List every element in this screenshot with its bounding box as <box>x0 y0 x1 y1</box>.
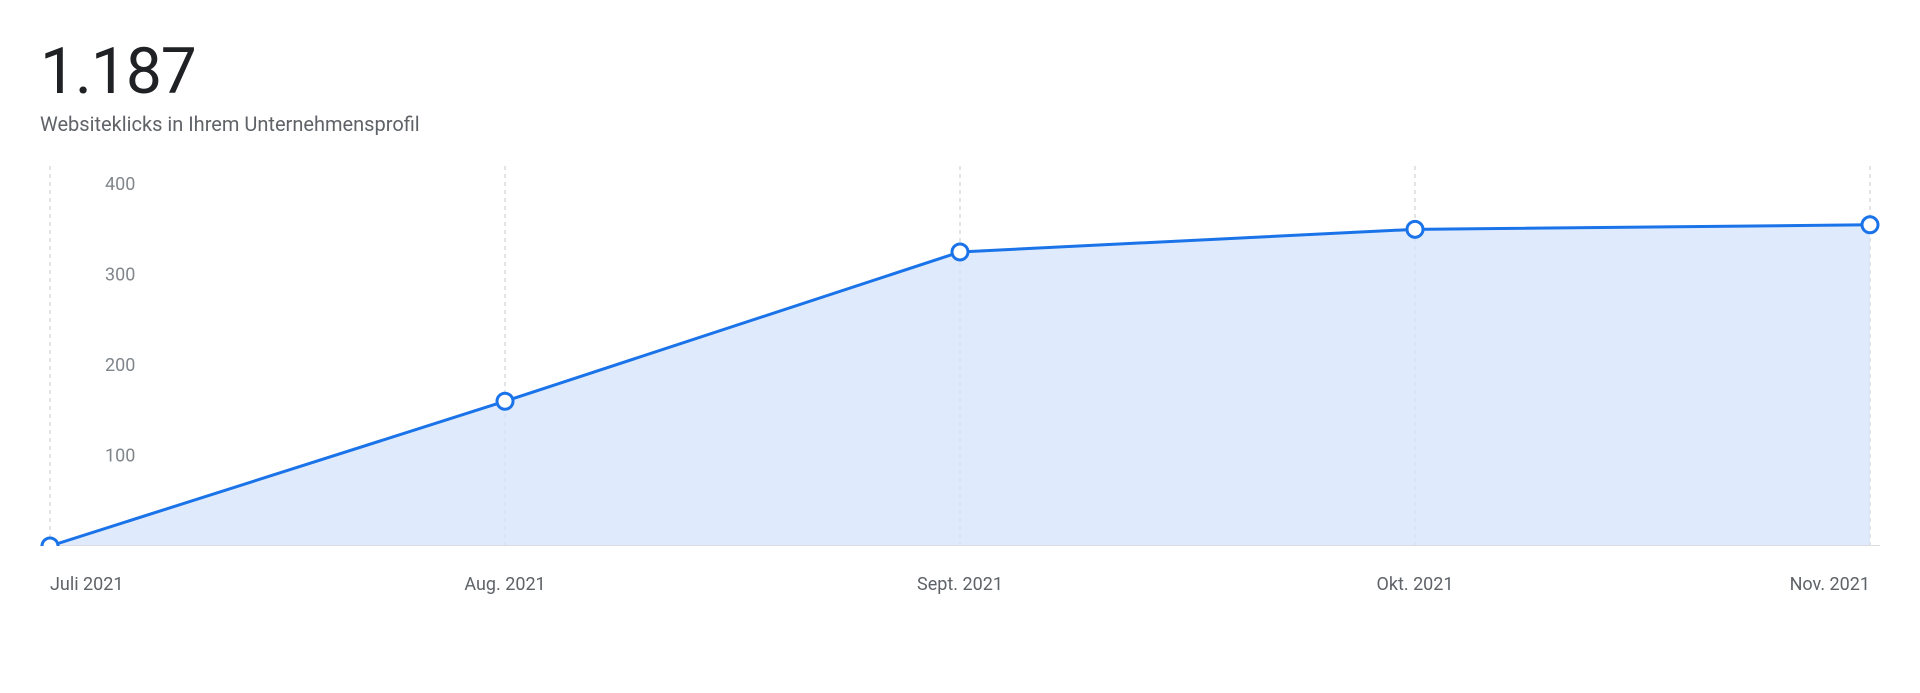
metric-value: 1.187 <box>40 40 1880 104</box>
metric-label: Websiteklicks in Ihrem Unternehmensprofi… <box>40 112 1880 136</box>
svg-text:300: 300 <box>105 265 135 286</box>
x-axis-label: Nov. 2021 <box>1790 574 1870 595</box>
svg-text:100: 100 <box>105 446 135 467</box>
chart-header: 1.187 Websiteklicks in Ihrem Unternehmen… <box>40 40 1880 136</box>
x-axis: Juli 2021 Aug. 2021 Sept. 2021 Okt. 2021 Nov… <box>40 566 1880 606</box>
line-chart-svg: 400 300 200 100 <box>40 166 1880 546</box>
svg-text:200: 200 <box>105 355 135 376</box>
x-axis-label: Aug. 2021 <box>464 574 545 595</box>
x-axis-label: Sept. 2021 <box>917 574 1003 595</box>
plot-area: 400 300 200 100 <box>40 166 1880 546</box>
x-axis-label: Juli 2021 <box>50 574 124 595</box>
x-axis-label: Okt. 2021 <box>1376 574 1453 595</box>
svg-text:400: 400 <box>105 174 135 195</box>
chart-container: 400 300 200 100 Juli 2021 Aug. 2021 Sept. 202… <box>40 166 1880 606</box>
